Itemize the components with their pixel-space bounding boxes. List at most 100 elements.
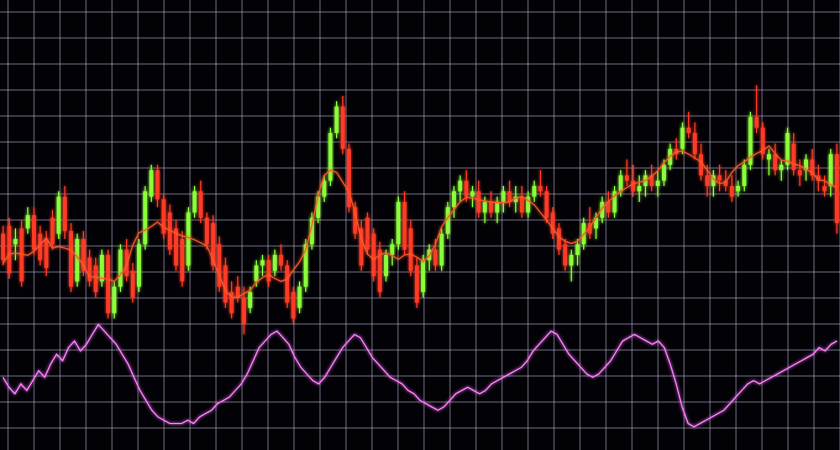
candle-body [81, 239, 86, 271]
candle-up [143, 186, 148, 250]
candle-body [316, 196, 321, 218]
candle-up [643, 170, 648, 197]
candle-body [458, 180, 463, 192]
candle-up [637, 175, 642, 202]
candle-body [816, 175, 821, 181]
candle-body [112, 286, 117, 314]
candle-body [328, 133, 333, 181]
candle-down [266, 254, 271, 287]
candle-body [766, 154, 771, 160]
candle-down [198, 180, 203, 224]
candle-body [464, 180, 469, 197]
candle-body [75, 239, 80, 282]
candle-body [421, 260, 426, 292]
candle-up [618, 170, 623, 197]
candle-body [69, 231, 74, 287]
candle-up [439, 228, 444, 271]
candle-body [476, 191, 481, 213]
candle-body [445, 207, 450, 234]
candle-body [1, 233, 6, 261]
candle-down [797, 159, 802, 186]
candle-body [297, 286, 302, 308]
candle-down [489, 191, 494, 218]
candle-body [161, 199, 166, 234]
candle-body [791, 143, 796, 171]
candle-body [606, 201, 611, 213]
candle-down [223, 257, 228, 308]
candle-body [285, 265, 290, 303]
candle-body [729, 186, 734, 197]
candle-down [538, 170, 543, 197]
candle-down [556, 223, 561, 255]
candle-up [779, 159, 784, 181]
candle-body [25, 215, 30, 229]
candle-up [99, 249, 104, 287]
candle-body [556, 228, 561, 250]
candle-down [717, 164, 722, 192]
candle-body [489, 201, 494, 213]
candle-up [661, 159, 666, 186]
candle-body [359, 228, 364, 266]
candle-down [507, 180, 512, 208]
candle-body [402, 201, 407, 250]
candle-down [649, 164, 654, 192]
candle-body [346, 148, 351, 208]
candle-body [204, 217, 209, 245]
candle-body [322, 180, 327, 197]
candle-up [513, 186, 518, 213]
candle-body [99, 254, 104, 282]
candle-body [501, 191, 506, 202]
candle-down [624, 159, 629, 186]
candle-up [785, 127, 790, 171]
candle-up [260, 254, 265, 277]
candle-body [544, 191, 549, 218]
candle-down [124, 239, 129, 282]
candle-body [797, 170, 802, 176]
candle-body [414, 265, 419, 303]
candle-body [686, 127, 691, 133]
candle-up [136, 239, 141, 292]
price-line [2, 145, 838, 298]
candle-body [87, 257, 92, 282]
candle-body [143, 191, 148, 245]
candle-down [834, 143, 839, 234]
candle-up [680, 122, 685, 155]
candle-down [353, 201, 358, 239]
candle-down [69, 223, 74, 292]
candle-body [637, 186, 642, 192]
candle-down [161, 193, 166, 239]
indicator-panel [2, 308, 838, 450]
candle-body [272, 254, 277, 271]
candle-down [377, 241, 382, 298]
candle-up [748, 111, 753, 171]
candle-up [612, 186, 617, 218]
candle-down [235, 276, 240, 303]
candle-up [328, 127, 333, 186]
candle-up [655, 170, 660, 197]
candle-down [791, 133, 796, 176]
candle-up [532, 180, 537, 202]
candle-up [384, 249, 389, 282]
candle-down [606, 191, 611, 218]
candle-down [544, 186, 549, 224]
candle-body [699, 154, 704, 176]
candle-up [297, 281, 302, 314]
candle-body [754, 117, 759, 128]
candle-body [192, 191, 197, 213]
candle-up [600, 196, 605, 224]
candle-up [526, 191, 531, 218]
candle-body [680, 127, 685, 149]
candle-body [538, 186, 543, 192]
candle-up [828, 148, 833, 197]
candle-body [124, 249, 129, 277]
candle-down [760, 122, 765, 160]
candle-down [810, 148, 815, 181]
candle-up [396, 196, 401, 250]
candle-body [773, 154, 778, 171]
candle-body [217, 244, 222, 287]
candle-body [254, 265, 259, 282]
candle-body [433, 249, 438, 266]
candle-down [1, 225, 6, 266]
